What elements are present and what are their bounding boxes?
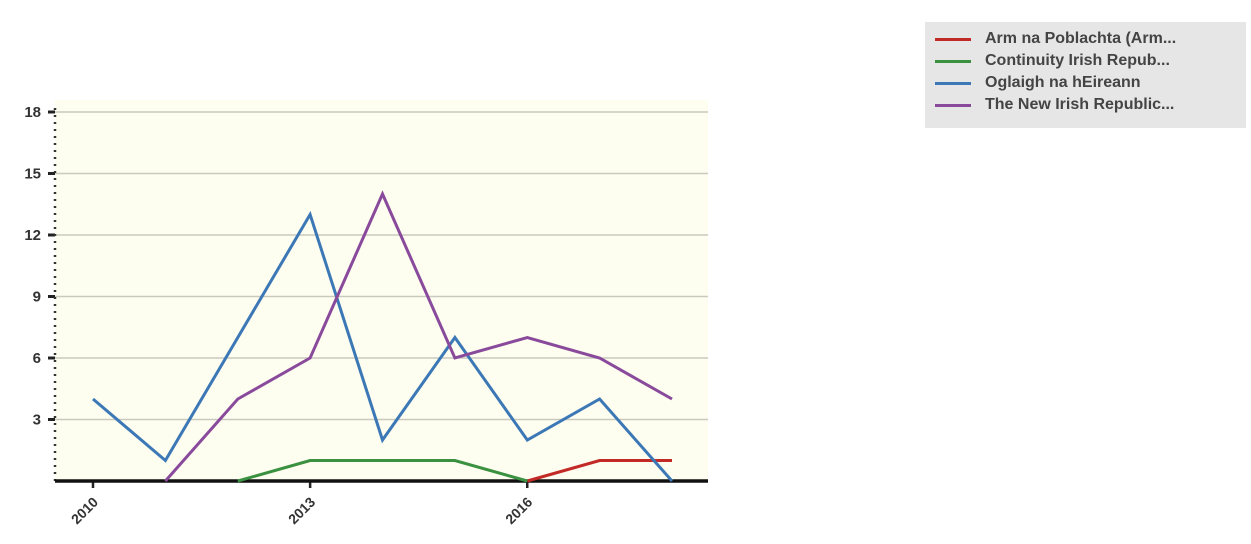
- legend: Arm na Poblachta (Arm... Continuity Iris…: [925, 22, 1246, 128]
- x-axis: 2010 2013 2016: [55, 479, 708, 527]
- legend-label: Continuity Irish Repub...: [985, 52, 1170, 69]
- y-tick-label: 3: [33, 412, 41, 429]
- y-tick-label: 9: [33, 289, 41, 306]
- legend-item-arm-na-poblachta[interactable]: Arm na Poblachta (Arm...: [935, 28, 1246, 50]
- x-tick-label: 2013: [285, 494, 318, 527]
- legend-swatch: [935, 59, 971, 63]
- series-lines: [92, 190, 674, 483]
- y-tick-label: 18: [24, 104, 41, 121]
- legend-swatch: [935, 103, 971, 107]
- legend-label: The New Irish Republic...: [985, 96, 1175, 113]
- legend-item-oglaigh-na-heireann[interactable]: Oglaigh na hEireann: [935, 72, 1246, 94]
- y-tick-label: 15: [24, 166, 41, 183]
- x-tick-label: 2016: [502, 494, 535, 527]
- y-tick-label: 6: [33, 350, 41, 367]
- legend-swatch: [935, 81, 971, 85]
- series-line: [237, 459, 528, 483]
- gridlines: [55, 111, 708, 421]
- series-line: [92, 210, 674, 482]
- y-axis: 3 6 9 12 15 18: [24, 104, 57, 481]
- legend-swatch: [935, 37, 971, 41]
- series-line: [526, 459, 672, 483]
- legend-label: Arm na Poblachta (Arm...: [985, 30, 1177, 47]
- plot-area: [55, 100, 708, 481]
- x-tick-label: 2010: [68, 494, 101, 527]
- legend-label: Oglaigh na hEireann: [985, 74, 1141, 91]
- y-tick-label: 12: [24, 227, 41, 244]
- legend-item-continuity-irish-republican[interactable]: Continuity Irish Repub...: [935, 50, 1246, 72]
- legend-item-new-irish-republican[interactable]: The New Irish Republic...: [935, 94, 1246, 116]
- series-line: [164, 190, 673, 482]
